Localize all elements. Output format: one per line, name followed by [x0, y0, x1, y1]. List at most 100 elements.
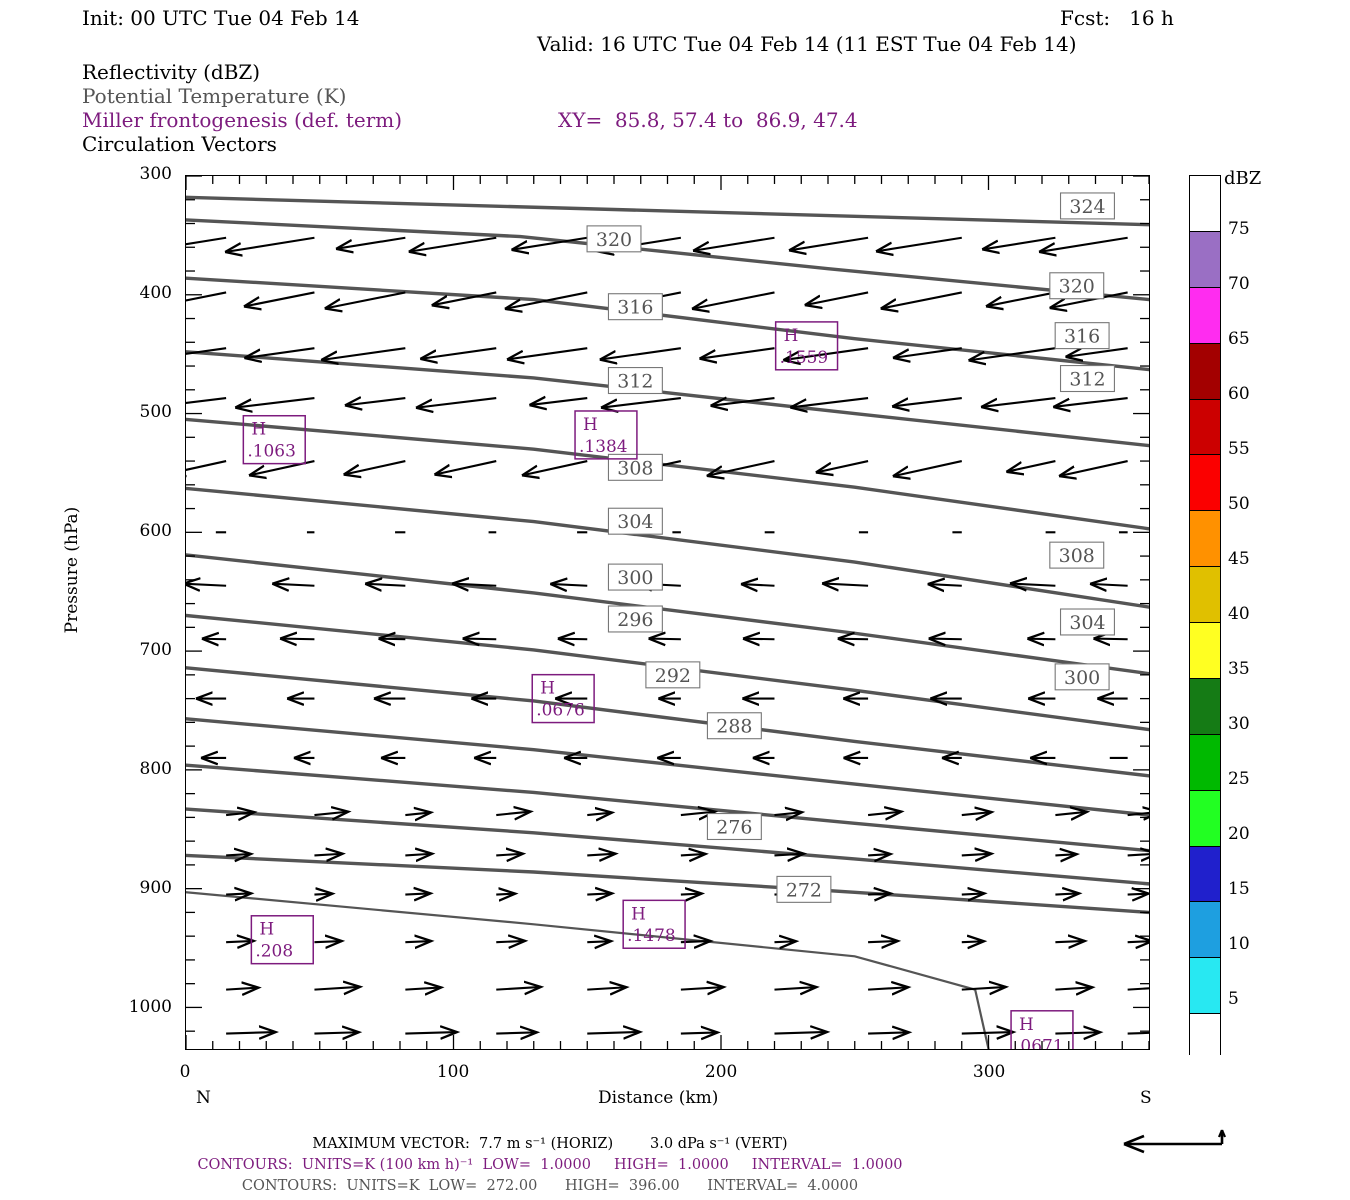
circulation-vector [1066, 347, 1128, 357]
circulation-vector [1050, 291, 1128, 308]
circulation-vector [774, 1032, 827, 1034]
valid-time-label: Valid: 16 UTC Tue 04 Feb 14 (11 EST Tue … [537, 32, 1077, 56]
colorbar-label-70: 70 [1228, 274, 1250, 294]
circulation-vector [986, 291, 1056, 306]
y-tick-800: 800 [139, 759, 172, 780]
circulation-vector [235, 397, 315, 407]
circulation-vector [893, 460, 963, 476]
circulation-vector [416, 397, 497, 408]
circulation-vector [868, 987, 908, 989]
circulation-vector [314, 1032, 359, 1033]
theta-contour-300 [186, 553, 1149, 676]
field-theta-label: Potential Temperature (K) [82, 84, 347, 108]
theta-contour-276 [186, 853, 1149, 915]
svg-text:320: 320 [596, 229, 632, 251]
frontogenesis-marker-1559: H.1559 [774, 321, 839, 371]
circulation-vector [345, 398, 406, 405]
circulation-vector [496, 1032, 537, 1033]
svg-text:H: H [251, 419, 266, 439]
svg-text:312: 312 [617, 371, 653, 393]
circulation-vector [649, 639, 681, 640]
circulation-vector [816, 460, 869, 472]
circulation-vector [1053, 397, 1128, 407]
svg-text:308: 308 [617, 457, 653, 479]
circulation-vector [405, 987, 441, 989]
contour-label-300: 300 [607, 563, 663, 591]
frontogenesis-maxima-markers: H.1559H.1384H.1063H.0676H.208H.1478H.067… [242, 321, 1074, 1049]
colorbar-label-30: 30 [1228, 714, 1250, 734]
circulation-vector [680, 812, 715, 815]
svg-text:304: 304 [1069, 612, 1105, 634]
svg-text:H: H [540, 678, 555, 698]
circulation-vector [496, 812, 530, 815]
contour-label-316: 316 [607, 293, 663, 321]
circulation-vector [432, 291, 497, 305]
contour-label-296: 296 [607, 605, 663, 633]
circulation-vector-field [186, 236, 1149, 1034]
circulation-vector [822, 583, 869, 585]
colorbar-segment-5 [1190, 454, 1220, 511]
svg-text:324: 324 [1069, 196, 1105, 218]
circulation-vector [344, 460, 406, 475]
colorbar-segment-1 [1190, 230, 1220, 287]
svg-text:H: H [1019, 1014, 1034, 1034]
circulation-vector [961, 1032, 1013, 1033]
theta-contour-272 [186, 891, 990, 1049]
x-tick-100: 100 [436, 1062, 470, 1082]
reflectivity-colorbar[interactable] [1189, 175, 1221, 1069]
x-tick-0: 0 [179, 1062, 191, 1082]
init-time-label: Init: 00 UTC Tue 04 Feb 14 [82, 6, 360, 30]
circulation-vector [774, 987, 816, 990]
circulation-vector [680, 854, 706, 855]
circulation-vector [982, 236, 1056, 250]
circulation-vector [409, 236, 497, 252]
circulation-vector [928, 584, 962, 586]
theta-contour-292 [186, 666, 1149, 778]
svg-text:288: 288 [716, 716, 752, 738]
svg-text:H: H [583, 414, 598, 434]
theta-contour-284 [186, 763, 1149, 853]
circulation-vector [838, 639, 869, 640]
colorbar-label-45: 45 [1228, 549, 1250, 569]
theta-contour-316 [186, 276, 1149, 372]
circulation-vector [325, 291, 406, 308]
circulation-vector [805, 291, 869, 305]
contour-label-312: 312 [1059, 365, 1115, 393]
circulation-vector [868, 941, 898, 942]
circulation-vector [1010, 583, 1056, 585]
colorbar-label-5: 5 [1228, 989, 1239, 1009]
circulation-vector [186, 236, 227, 246]
colorbar-segment-9 [1190, 677, 1220, 734]
circulation-vector [1055, 893, 1079, 894]
circulation-vector [452, 584, 497, 586]
circulation-vector [405, 812, 431, 815]
svg-text:320: 320 [1059, 276, 1095, 298]
circulation-vector [226, 1032, 276, 1033]
circulation-vector [314, 812, 348, 815]
svg-text:H: H [784, 325, 799, 345]
circulation-vector [505, 291, 588, 308]
circulation-vector [1055, 812, 1087, 815]
circulation-vector [522, 460, 588, 475]
circulation-vector [711, 398, 775, 406]
field-reflectivity-label: Reflectivity (dBZ) [82, 60, 261, 84]
circulation-vector [783, 347, 869, 360]
svg-text:.0671: .0671 [1015, 1036, 1064, 1049]
cross-section-plot: 324 320 320 316 316 312 312 308 308 304 304 300 300 2… [185, 175, 1150, 1050]
svg-text:276: 276 [716, 816, 752, 838]
theta-contour-info: CONTOURS: UNITS=K LOW= 272.00 HIGH= 396.… [241, 1178, 859, 1194]
field-vectors-label: Circulation Vectors [82, 132, 277, 156]
circulation-vector [186, 397, 227, 404]
colorbar-label-75: 75 [1228, 219, 1250, 239]
colorbar-segment-12 [1190, 845, 1220, 902]
colorbar-label-65: 65 [1228, 329, 1250, 349]
x-axis-north-end-label: N [196, 1088, 211, 1108]
x-tick-200: 200 [704, 1062, 738, 1082]
circulation-vector [1039, 236, 1128, 252]
circulation-vector [601, 397, 681, 408]
colorbar-label-20: 20 [1228, 824, 1250, 844]
circulation-vector [961, 941, 984, 942]
frontogenesis-marker-0671: H .0671 [1010, 1010, 1074, 1049]
circulation-vector [405, 854, 432, 856]
svg-text:304: 304 [617, 511, 653, 533]
